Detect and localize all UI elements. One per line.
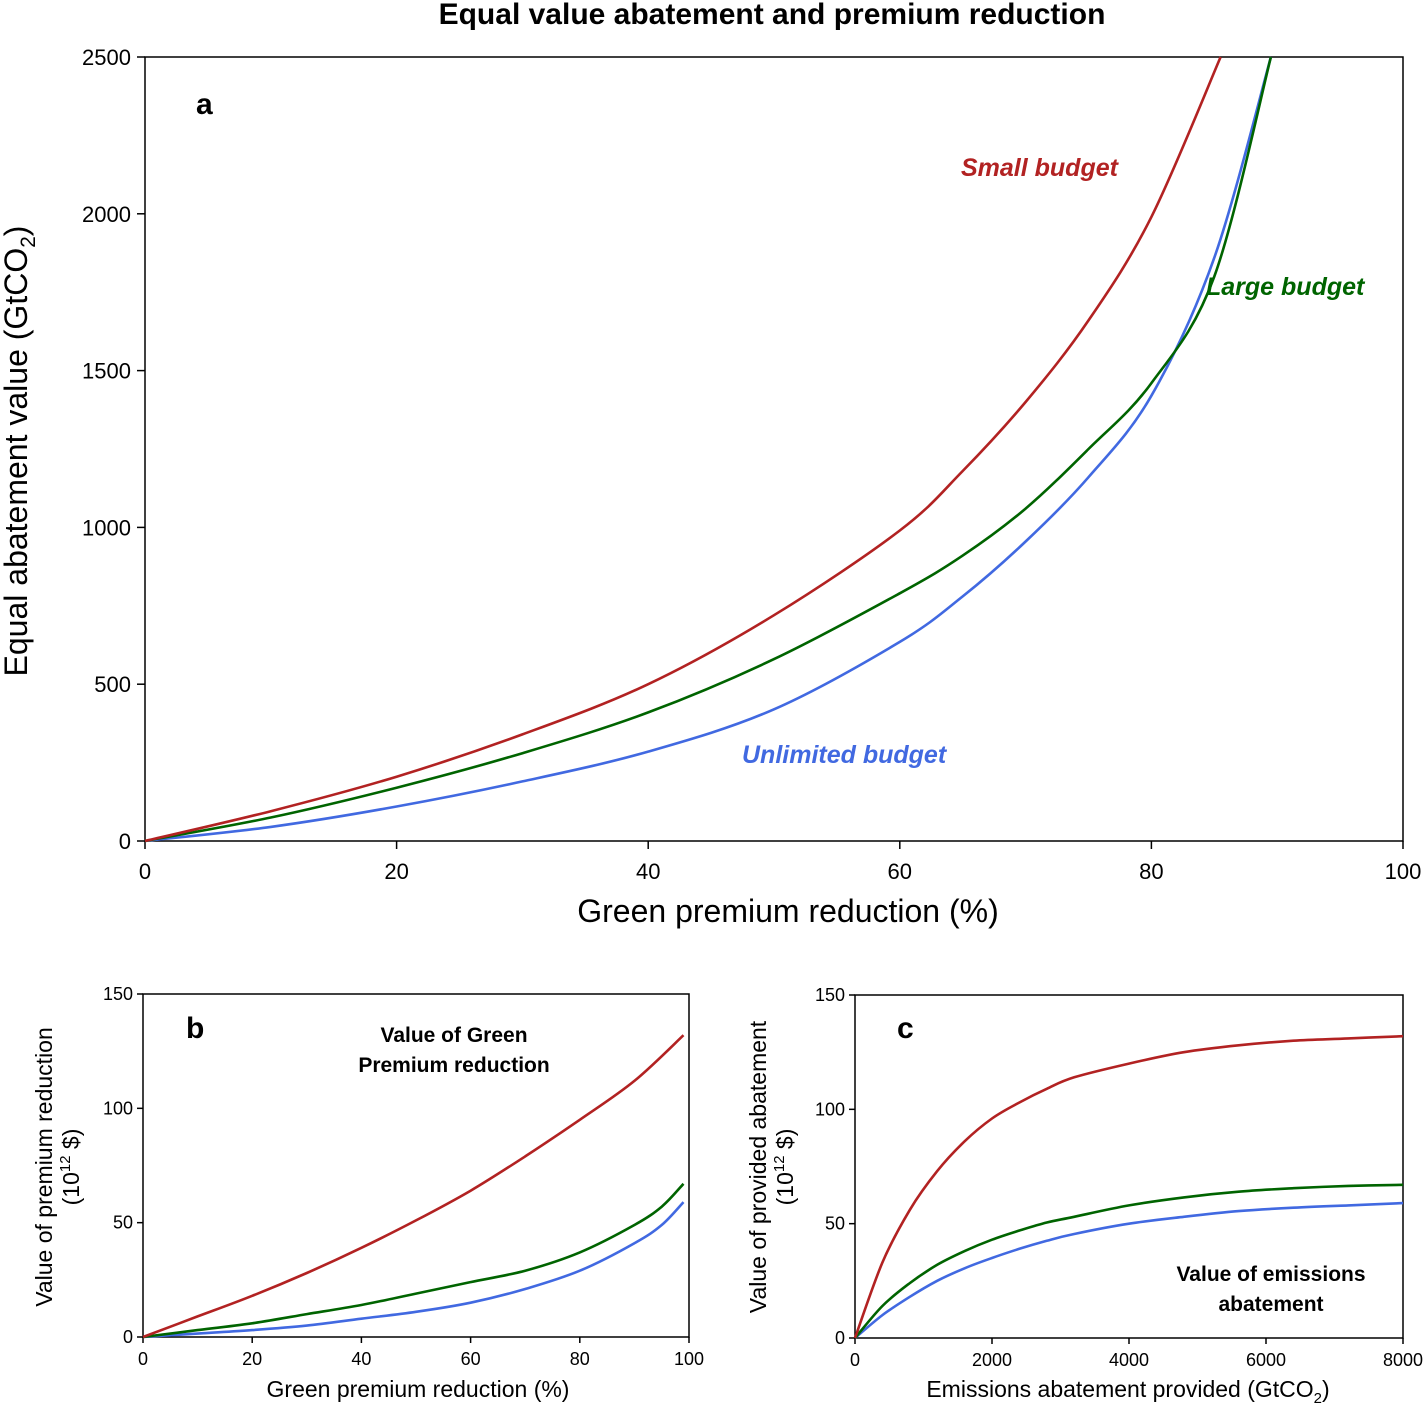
panel-c-letter: c xyxy=(897,1012,914,1045)
panel-c-annotation-line1: Value of emissions xyxy=(1176,1263,1365,1286)
panel-c-ylabel-line1: Value of provided abatement xyxy=(745,1020,771,1313)
series-label-large-budget: Large budget xyxy=(1206,273,1366,301)
panel-b-frame xyxy=(142,993,690,1338)
y-tick-label: 0 xyxy=(119,829,131,854)
panel-a-ylabel: Equal abatement value (GtCO2) xyxy=(0,226,40,677)
panel-c-annotation-line2: abatement xyxy=(1218,1293,1323,1316)
y-tick-label: 100 xyxy=(815,1099,845,1119)
panel-b-letter: b xyxy=(186,1012,204,1045)
x-tick-label: 2000 xyxy=(972,1350,1012,1370)
y-tick-label: 1000 xyxy=(82,515,131,540)
series-line-large xyxy=(142,1182,685,1339)
panel-c-xlabel-sub: 2 xyxy=(1314,1390,1322,1406)
panel-a-xticks: 0 20 40 60 80 100 xyxy=(139,841,1421,884)
panel-a-xlabel: Green premium reduction (%) xyxy=(577,893,998,929)
y-tick-label: 0 xyxy=(835,1328,845,1348)
y-tick-label: 2000 xyxy=(82,202,131,227)
panel-a-curves xyxy=(144,56,1273,843)
x-tick-label: 60 xyxy=(461,1349,481,1369)
x-tick-label: 4000 xyxy=(1109,1350,1149,1370)
panel-b-annotation-line1: Value of Green xyxy=(380,1024,527,1047)
panel-a-yticks: 0 500 1000 1500 2000 2500 xyxy=(82,45,145,854)
panel-a-frame xyxy=(144,56,1404,842)
panel-c-curves xyxy=(853,1034,1404,1340)
series-line-small xyxy=(144,56,1222,843)
x-tick-label: 0 xyxy=(850,1350,860,1370)
y-tick-label: 1500 xyxy=(82,359,131,384)
y-tick-label: 150 xyxy=(815,985,845,1005)
panel-c-ylabel-line2-b: $) xyxy=(772,1129,798,1156)
x-tick-label: 40 xyxy=(636,859,660,884)
x-tick-label: 60 xyxy=(888,859,912,884)
panel-a-letter: a xyxy=(196,88,213,121)
y-tick-label: 150 xyxy=(103,984,133,1004)
series-line-small xyxy=(142,1034,685,1339)
x-tick-label: 20 xyxy=(242,1349,262,1369)
x-tick-label: 40 xyxy=(351,1349,371,1369)
series-line-large xyxy=(854,1183,1404,1339)
panel-c-yticks: 0 50 100 150 xyxy=(815,985,855,1348)
panel-c: 0 2000 4000 6000 8000 0 50 100 150 c Value of e… xyxy=(745,985,1423,1406)
panel-c-ylabel-line2-sup: 12 xyxy=(771,1155,788,1172)
panel-b-ylabel-line2-b: $) xyxy=(58,1129,84,1156)
x-tick-label: 6000 xyxy=(1246,1350,1286,1370)
panel-b-ylabel-line2-sup: 12 xyxy=(57,1155,74,1172)
y-tick-label: 0 xyxy=(123,1327,133,1347)
x-tick-label: 0 xyxy=(139,859,151,884)
x-tick-label: 80 xyxy=(1139,859,1163,884)
panel-b-yticks: 0 50 100 150 xyxy=(103,984,143,1347)
panel-a-ylabel-main: Equal abatement value (GtCO xyxy=(0,248,34,677)
y-tick-label: 100 xyxy=(103,1098,133,1118)
figure-title: Equal value abatement and premium reduct… xyxy=(439,0,1106,31)
y-tick-label: 50 xyxy=(825,1214,845,1234)
panel-b-ylabel-line1: Value of premium reduction xyxy=(31,1027,57,1307)
y-tick-label: 50 xyxy=(113,1213,133,1233)
series-line-small xyxy=(853,1034,1404,1339)
x-tick-label: 0 xyxy=(138,1349,148,1369)
panel-c-xlabel: Emissions abatement provided (GtCO2) xyxy=(926,1376,1329,1406)
series-line-unlimited xyxy=(144,56,1273,843)
x-tick-label: 8000 xyxy=(1383,1350,1423,1370)
panel-a-ylabel-sub: 2 xyxy=(17,236,40,248)
panel-b-xlabel: Green premium reduction (%) xyxy=(267,1376,570,1402)
panel-c-xticks: 0 2000 4000 6000 8000 xyxy=(850,1338,1423,1370)
panel-c-xlabel-main: Emissions abatement provided (GtCO xyxy=(926,1376,1313,1402)
panel-c-ylabel-line2-a: (10 xyxy=(772,1172,798,1205)
panel-b-curves xyxy=(142,1034,685,1339)
x-tick-label: 100 xyxy=(1385,859,1422,884)
y-tick-label: 500 xyxy=(94,672,131,697)
panel-c-frame xyxy=(854,994,1404,1339)
panel-c-ylabel-line2: (1012 $) xyxy=(771,1129,798,1206)
panel-b-xticks: 0 20 40 60 80 100 xyxy=(138,1337,704,1369)
panel-b-ylabel-line2-a: (10 xyxy=(58,1172,84,1205)
x-tick-label: 100 xyxy=(674,1349,704,1369)
y-tick-label: 2500 xyxy=(82,45,131,70)
x-tick-label: 80 xyxy=(570,1349,590,1369)
panel-b-annotation-line2: Premium reduction xyxy=(358,1054,549,1077)
series-label-unlimited-budget: Unlimited budget xyxy=(742,741,948,769)
panel-a-ylabel-end: ) xyxy=(0,226,34,237)
x-tick-label: 20 xyxy=(384,859,408,884)
panel-b-ylabel-line2: (1012 $) xyxy=(57,1129,84,1206)
panel-a: 0 20 40 60 80 100 0 500 1000 1500 2000 2500 a Smal… xyxy=(0,45,1421,929)
series-line-unlimited xyxy=(142,1201,685,1339)
series-line-large xyxy=(144,56,1273,843)
panel-c-xlabel-end: ) xyxy=(1322,1376,1330,1402)
series-line-unlimited xyxy=(854,1201,1404,1340)
series-label-small-budget: Small budget xyxy=(961,154,1120,182)
